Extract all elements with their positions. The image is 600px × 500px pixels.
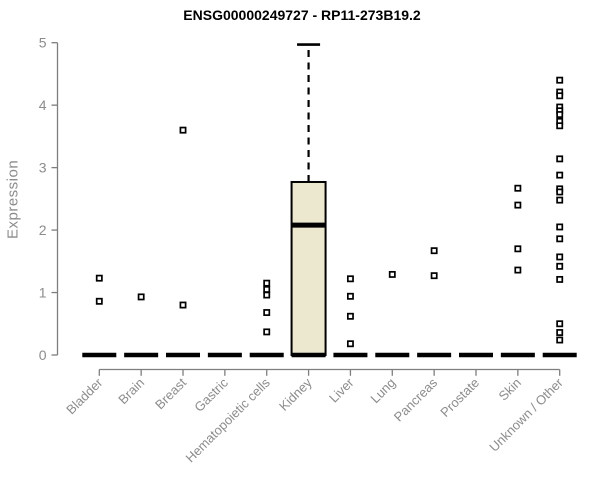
outlier-point-liver [346, 340, 354, 348]
box-kidney [290, 180, 327, 356]
outlier-point-skin [514, 201, 522, 209]
outlier-point-liver [346, 275, 354, 283]
outlier-point-liver [346, 312, 354, 320]
outlier-point-unknown-other [556, 92, 564, 100]
outlier-point-hematopoietic-cells [263, 328, 271, 336]
x-category-label: Brain [115, 375, 147, 407]
outlier-point-unknown-other [556, 155, 564, 163]
outlier-point-unknown-other [556, 171, 564, 179]
outlier-point-hematopoietic-cells [263, 291, 271, 299]
chart-title: ENSG00000249727 - RP11-273B19.2 [183, 7, 421, 23]
y-tick-label: 2 [39, 222, 47, 238]
x-category-label: Gastric [191, 375, 231, 415]
outlier-point-breast [179, 126, 187, 134]
outlier-point-unknown-other [556, 320, 564, 328]
outlier-point-brain [137, 293, 145, 301]
outlier-point-skin [514, 184, 522, 192]
outlier-point-skin [514, 245, 522, 253]
outlier-point-unknown-other [556, 122, 564, 130]
y-tick-label: 5 [39, 35, 47, 51]
y-tick-label: 1 [39, 285, 47, 301]
outlier-point-hematopoietic-cells [263, 309, 271, 316]
x-category-label: Prostate [437, 375, 482, 420]
outlier-point-breast [179, 301, 187, 309]
x-category-label: Liver [326, 375, 357, 406]
outlier-point-skin [514, 266, 522, 274]
x-category-label: Unknown / Other [486, 375, 566, 455]
outlier-point-liver [346, 292, 354, 300]
x-category-label: Bladder [63, 375, 106, 418]
y-tick-label: 4 [39, 97, 47, 113]
outlier-point-bladder [95, 274, 103, 282]
outlier-point-bladder [95, 297, 103, 305]
outlier-point-pancreas [430, 272, 438, 280]
x-category-label: Kidney [276, 375, 315, 414]
outlier-point-unknown-other [556, 329, 564, 336]
outlier-point-unknown-other [556, 235, 564, 243]
outlier-point-unknown-other [556, 275, 564, 283]
outlier-point-unknown-other [556, 253, 564, 261]
x-category-label: Pancreas [391, 375, 441, 425]
y-tick-label: 0 [39, 347, 47, 363]
outlier-point-hematopoietic-cells [263, 279, 271, 287]
outlier-point-pancreas [430, 247, 438, 255]
outlier-point-lung [388, 270, 396, 278]
outlier-point-unknown-other [556, 262, 564, 270]
x-category-label: Skin [495, 375, 523, 403]
x-category-label: Breast [152, 375, 189, 412]
outlier-point-hematopoietic-cells [263, 285, 271, 293]
outlier-point-unknown-other [556, 76, 564, 84]
outlier-point-unknown-other [556, 188, 564, 196]
outlier-point-unknown-other [556, 336, 564, 344]
outlier-point-unknown-other [556, 196, 564, 204]
outlier-point-unknown-other [556, 111, 564, 118]
y-tick-label: 3 [39, 160, 47, 176]
outlier-point-unknown-other [556, 223, 564, 231]
x-category-label: Lung [367, 375, 398, 406]
